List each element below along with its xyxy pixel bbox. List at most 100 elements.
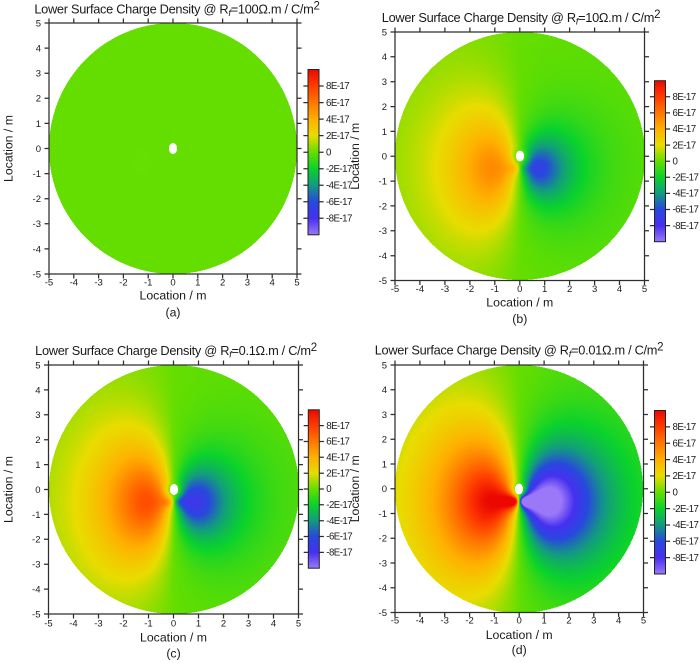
svg-text:-1: -1 — [32, 510, 40, 521]
svg-text:5: 5 — [296, 619, 301, 630]
svg-text:0: 0 — [36, 144, 41, 155]
svg-text:Location / m: Location / m — [2, 115, 16, 182]
svg-text:8E-17: 8E-17 — [673, 422, 696, 433]
svg-text:-6E-17: -6E-17 — [326, 197, 352, 208]
svg-text:6E-17: 6E-17 — [326, 437, 349, 448]
svg-text:1: 1 — [542, 284, 547, 295]
svg-text:Location / m: Location / m — [2, 456, 16, 523]
svg-text:1: 1 — [541, 616, 546, 627]
svg-text:6E-17: 6E-17 — [673, 438, 696, 449]
svg-text:2E-17: 2E-17 — [673, 471, 696, 482]
svg-text:-3: -3 — [94, 619, 102, 630]
svg-text:0: 0 — [673, 487, 679, 498]
svg-text:0: 0 — [382, 484, 387, 495]
svg-text:-6E-17: -6E-17 — [673, 205, 699, 216]
svg-text:4: 4 — [270, 278, 275, 289]
svg-text:2: 2 — [35, 435, 40, 446]
svg-text:-2: -2 — [32, 535, 40, 546]
svg-text:-1: -1 — [379, 509, 387, 520]
svg-text:Lower Surface Charge Density @: Lower Surface Charge Density @ Rf=0.1Ω.m… — [35, 342, 317, 361]
svg-text:3: 3 — [591, 616, 596, 627]
svg-text:4: 4 — [617, 284, 622, 295]
svg-text:Location / m: Location / m — [348, 123, 362, 190]
svg-text:5: 5 — [641, 616, 646, 627]
svg-text:0: 0 — [170, 278, 175, 289]
svg-text:0: 0 — [326, 484, 332, 495]
svg-text:6E-17: 6E-17 — [673, 108, 696, 119]
svg-text:-5: -5 — [391, 284, 399, 295]
svg-text:-5: -5 — [379, 608, 387, 619]
svg-text:1: 1 — [382, 127, 387, 138]
svg-text:Location / m: Location / m — [348, 455, 362, 522]
svg-text:-4: -4 — [32, 585, 40, 596]
svg-text:-2: -2 — [119, 278, 127, 289]
svg-text:-5: -5 — [379, 276, 387, 287]
svg-text:(d): (d) — [512, 643, 527, 657]
svg-text:-1: -1 — [144, 619, 152, 630]
svg-text:-4: -4 — [379, 251, 387, 262]
svg-text:0: 0 — [517, 616, 522, 627]
svg-text:-2: -2 — [379, 534, 387, 545]
svg-text:-3: -3 — [94, 278, 102, 289]
svg-text:1: 1 — [196, 619, 201, 630]
svg-text:Lower Surface Charge Density @: Lower Surface Charge Density @ Rf=100Ω.m… — [34, 1, 319, 20]
svg-text:3: 3 — [382, 410, 387, 421]
svg-text:Location / m: Location / m — [140, 631, 207, 645]
svg-text:3: 3 — [592, 284, 597, 295]
svg-text:-4E-17: -4E-17 — [326, 180, 352, 191]
svg-text:2: 2 — [220, 278, 225, 289]
svg-text:-1: -1 — [491, 284, 499, 295]
svg-text:1: 1 — [195, 278, 200, 289]
svg-text:-2: -2 — [379, 201, 387, 212]
svg-text:-1: -1 — [33, 169, 41, 180]
svg-text:5: 5 — [642, 284, 647, 295]
svg-text:4: 4 — [36, 44, 41, 55]
svg-text:(a): (a) — [165, 306, 180, 320]
svg-text:4: 4 — [382, 52, 387, 63]
svg-text:3: 3 — [36, 69, 41, 80]
svg-text:Lower Surface Charge Density @: Lower Surface Charge Density @ Rf=0.01Ω.… — [375, 342, 664, 361]
svg-text:0: 0 — [673, 156, 679, 167]
svg-text:5: 5 — [294, 278, 299, 289]
svg-text:3: 3 — [35, 410, 40, 421]
svg-text:5: 5 — [35, 360, 40, 371]
svg-text:-2E-17: -2E-17 — [326, 500, 352, 511]
svg-text:2: 2 — [567, 284, 572, 295]
svg-text:-5: -5 — [33, 269, 41, 280]
svg-text:-4E-17: -4E-17 — [673, 189, 699, 200]
svg-text:4E-17: 4E-17 — [326, 453, 349, 464]
svg-text:3: 3 — [246, 619, 251, 630]
svg-text:-4: -4 — [416, 284, 424, 295]
svg-text:-1: -1 — [490, 616, 498, 627]
svg-text:1: 1 — [35, 460, 40, 471]
svg-text:4: 4 — [382, 385, 387, 396]
svg-text:-3: -3 — [33, 219, 41, 230]
svg-text:5: 5 — [382, 27, 387, 38]
svg-text:-5: -5 — [32, 609, 40, 620]
svg-text:8E-17: 8E-17 — [326, 81, 349, 92]
svg-text:-8E-17: -8E-17 — [673, 553, 699, 564]
svg-text:Lower Surface Charge Density @: Lower Surface Charge Density @ Rf=10Ω.m … — [382, 9, 660, 28]
svg-text:(c): (c) — [166, 647, 180, 661]
svg-text:0: 0 — [382, 152, 387, 163]
svg-text:2: 2 — [566, 616, 571, 627]
svg-text:2: 2 — [36, 94, 41, 105]
svg-text:-4: -4 — [33, 244, 41, 255]
svg-text:1: 1 — [382, 459, 387, 470]
svg-text:-4: -4 — [70, 278, 78, 289]
svg-text:2E-17: 2E-17 — [326, 131, 349, 142]
svg-text:-2: -2 — [119, 619, 127, 630]
svg-text:4E-17: 4E-17 — [673, 455, 696, 466]
svg-text:1: 1 — [36, 119, 41, 130]
svg-text:4E-17: 4E-17 — [673, 124, 696, 135]
svg-text:0: 0 — [326, 147, 332, 158]
svg-text:2: 2 — [382, 102, 387, 113]
svg-text:-3: -3 — [440, 616, 448, 627]
svg-text:-4E-17: -4E-17 — [326, 516, 352, 527]
svg-text:-5: -5 — [44, 619, 52, 630]
svg-text:-3: -3 — [441, 284, 449, 295]
svg-text:-3: -3 — [379, 558, 387, 569]
svg-text:-8E-17: -8E-17 — [326, 548, 352, 559]
svg-text:2: 2 — [221, 619, 226, 630]
svg-text:4E-17: 4E-17 — [326, 114, 349, 125]
